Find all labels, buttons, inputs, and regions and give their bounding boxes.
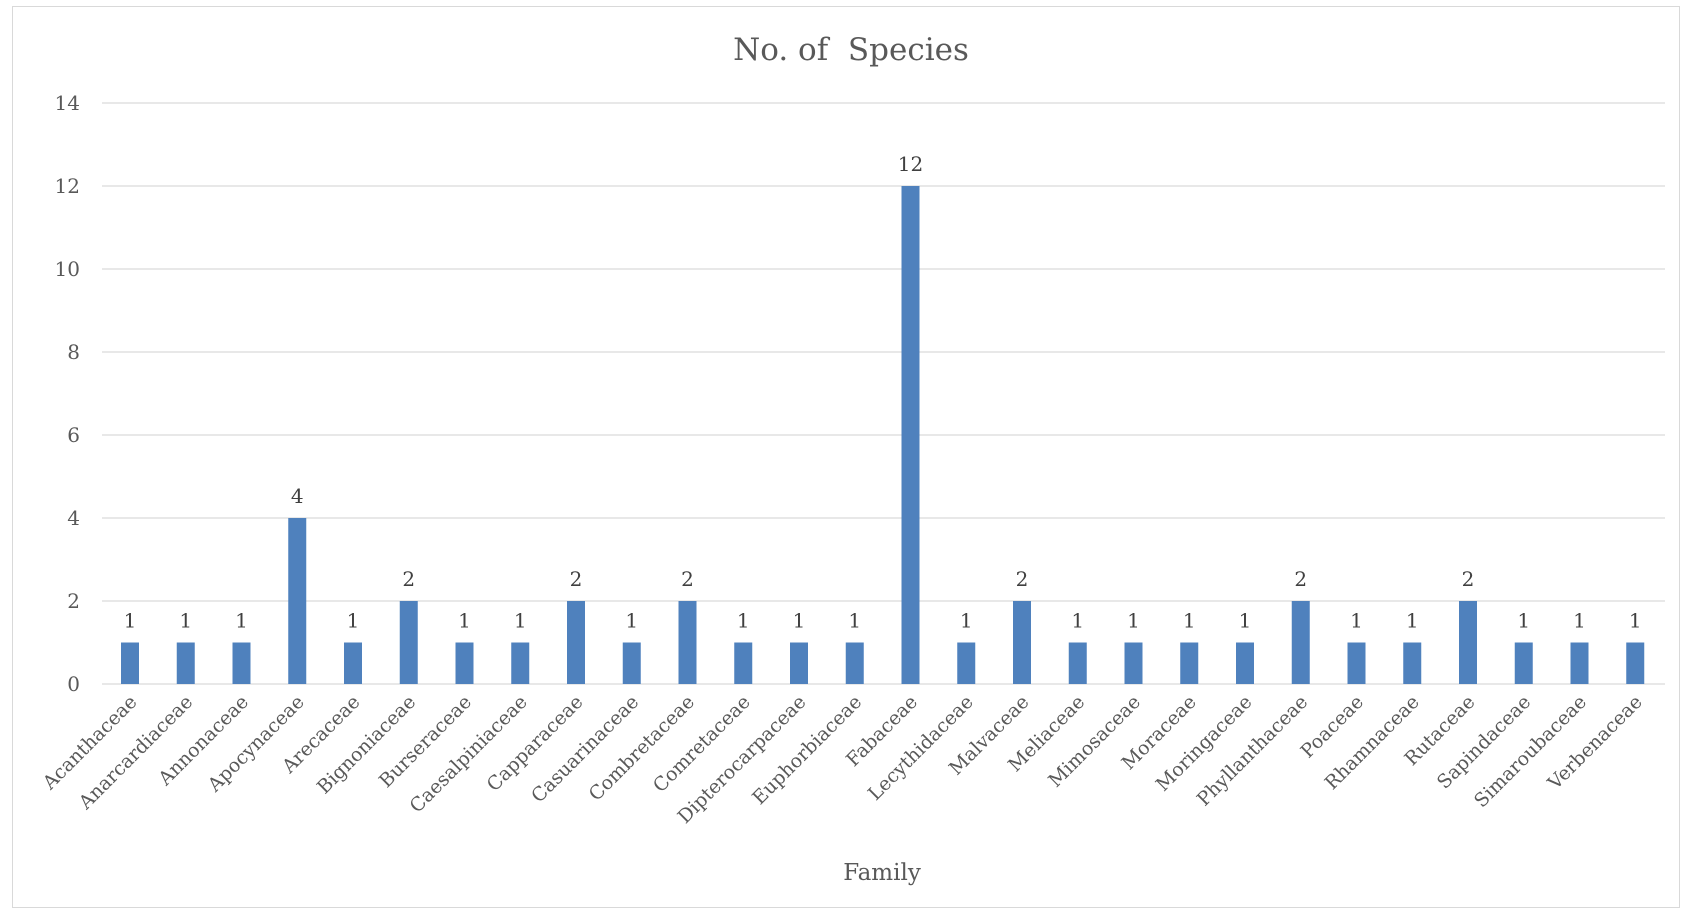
- data-label: 1: [1239, 609, 1252, 633]
- y-axis-ticks: 0 2 4 6 8 10 12 14: [55, 91, 80, 696]
- data-label: 2: [570, 567, 583, 591]
- bar-rutaceae: [1459, 601, 1477, 684]
- bar-lecythidaceae: [957, 642, 976, 684]
- data-label: 1: [458, 609, 471, 633]
- data-label: 1: [124, 609, 137, 633]
- gridlines: [102, 102, 1665, 685]
- bar-bignoniaceae: [399, 601, 418, 684]
- bar-annonaceae: [232, 642, 251, 684]
- y-tick-label: 14: [55, 91, 80, 115]
- x-tick-label: Moringaceae: [1152, 691, 1257, 796]
- y-tick-label: 8: [67, 340, 80, 364]
- bar-caesalpiniaceae: [511, 642, 530, 684]
- y-tick-label: 10: [55, 257, 80, 281]
- data-label: 2: [402, 567, 415, 591]
- bar-arecaceae: [344, 642, 362, 684]
- data-label: 1: [625, 609, 638, 633]
- data-label: 1: [1517, 609, 1530, 633]
- bar-moraceae: [1180, 642, 1199, 684]
- x-tick-label: Apocynaceae: [203, 691, 309, 797]
- bar-casuarinaceae: [622, 642, 641, 684]
- bar-acanthaceae: [121, 642, 139, 684]
- bar-capparaceae: [567, 601, 585, 684]
- chart-title: No. of Species: [733, 32, 969, 68]
- x-axis-title: Family: [843, 860, 921, 886]
- x-tick-label: Acanthaceae: [38, 691, 142, 795]
- y-tick-label: 12: [55, 174, 80, 198]
- bar-euphorbiaceae: [845, 642, 864, 684]
- bar-verbenaceae: [1626, 642, 1645, 684]
- bar-phyllanthaceae: [1291, 601, 1310, 684]
- bar-poaceae: [1347, 642, 1366, 684]
- bar-apocynaceae: [288, 518, 307, 684]
- data-label: 1: [1127, 609, 1140, 633]
- data-label: 1: [960, 609, 973, 633]
- bar-moringaceae: [1236, 642, 1254, 684]
- data-label: 1: [179, 609, 192, 633]
- bar-sapindaceae: [1514, 642, 1533, 684]
- data-label: 2: [1294, 567, 1307, 591]
- bar-dipterocarpaceae: [790, 642, 808, 684]
- bar-anarcardiaceae: [176, 642, 195, 684]
- bar-comretaceae: [734, 642, 753, 684]
- data-label: 2: [1462, 567, 1475, 591]
- chart-frame: [12, 6, 1680, 908]
- bar-combretaceae: [678, 601, 697, 684]
- data-label: 1: [848, 609, 861, 633]
- data-label: 1: [1071, 609, 1084, 633]
- bar-meliaceae: [1068, 642, 1087, 684]
- bar-mimosaceae: [1124, 642, 1143, 684]
- data-label: 12: [898, 152, 923, 176]
- data-label: 1: [793, 609, 806, 633]
- x-tick-label: Capparaceae: [483, 691, 588, 796]
- bars: [121, 186, 1645, 684]
- bar-rhamnaceae: [1403, 642, 1422, 684]
- data-label: 2: [681, 567, 694, 591]
- data-label: 1: [235, 609, 248, 633]
- data-label: 1: [737, 609, 750, 633]
- data-label: 1: [1183, 609, 1196, 633]
- data-label: 1: [1573, 609, 1586, 633]
- x-tick-label: Bignoniaceae: [313, 691, 420, 798]
- data-label: 1: [1350, 609, 1363, 633]
- y-tick-label: 6: [67, 423, 80, 447]
- data-label: 1: [347, 609, 360, 633]
- data-label: 1: [1629, 609, 1642, 633]
- bar-burseraceae: [455, 642, 474, 684]
- y-tick-label: 0: [67, 672, 80, 696]
- bar-simaroubaceae: [1570, 642, 1589, 684]
- bar-malvaceae: [1013, 601, 1031, 684]
- data-label: 4: [291, 484, 304, 508]
- data-label: 2: [1016, 567, 1029, 591]
- x-tick-label: Comretaceae: [649, 691, 755, 797]
- data-label: 1: [1406, 609, 1419, 633]
- x-axis-category-labels: AcanthaceaeAnarcardiaceaeAnnonaceaeApocy…: [38, 691, 1647, 828]
- y-tick-label: 2: [67, 589, 80, 613]
- y-tick-label: 4: [67, 506, 80, 530]
- bar-fabaceae: [901, 186, 920, 684]
- data-label: 1: [514, 609, 527, 633]
